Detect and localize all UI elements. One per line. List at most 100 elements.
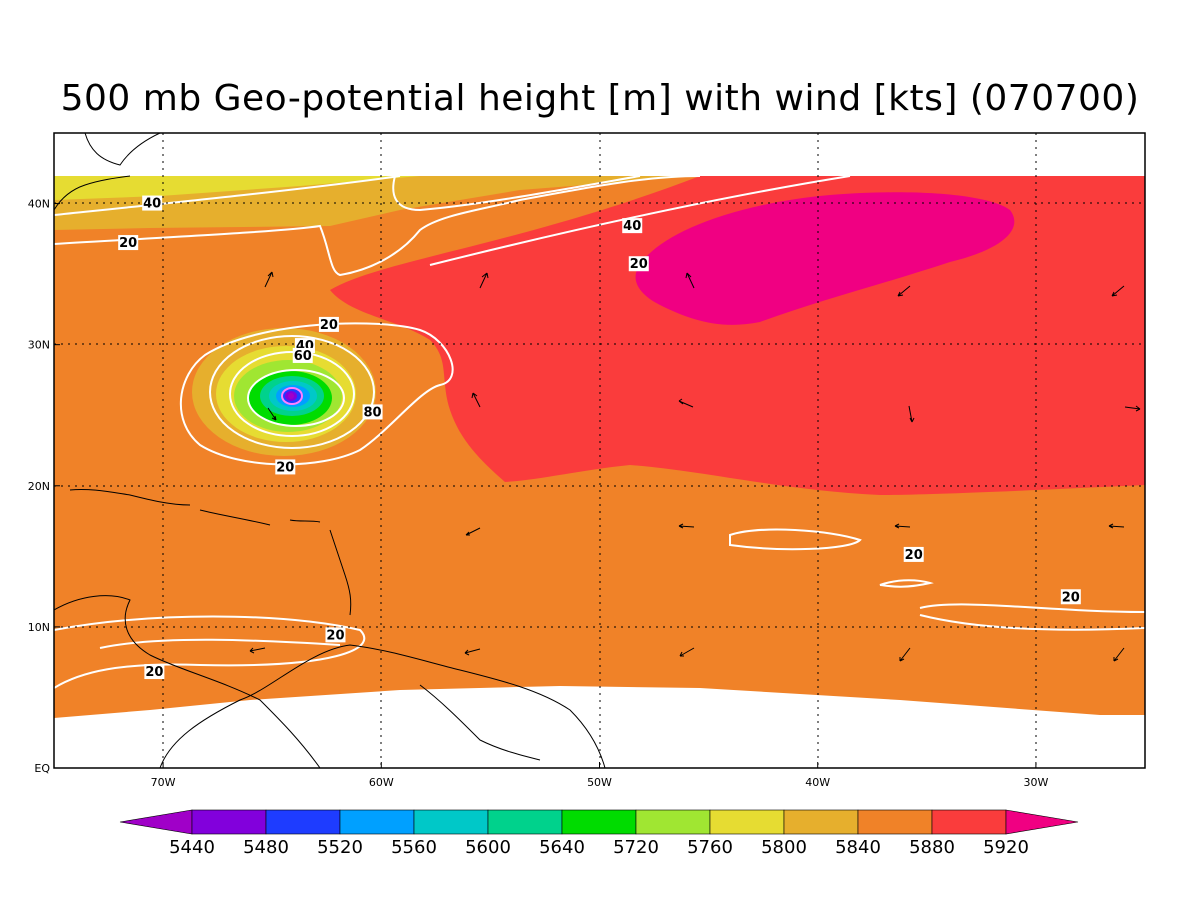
contour-label: 20: [1060, 589, 1081, 605]
colorbar-label: 5800: [761, 837, 807, 858]
colorbar-swatch: [561, 809, 637, 835]
height-band-5760: [54, 176, 420, 200]
colorbar-label: 5840: [835, 837, 881, 858]
wind-arrow: [465, 527, 481, 536]
colorbar-swatch: [709, 809, 785, 835]
coastline-north-america: [54, 133, 161, 211]
contour-label-text: 20: [145, 665, 163, 680]
contour-label-text: 20: [1062, 590, 1080, 605]
colorbar-label: 5520: [317, 837, 363, 858]
contour-label: 20: [144, 664, 165, 680]
colorbar-swatch: [857, 809, 933, 835]
wind-contour-core: [281, 387, 303, 405]
contour-label-bg: [1060, 589, 1081, 605]
contour-label: 20: [325, 627, 346, 643]
wind-arrow: [249, 647, 266, 654]
coastline-south-america: [159, 644, 606, 768]
wind-contour-20-northwest: [54, 175, 701, 277]
colorbar-label: 5440: [169, 837, 215, 858]
contour-label: 60: [292, 347, 313, 364]
wind-contour-20-east: [729, 528, 862, 551]
wind-contour-20-far-east: [919, 603, 1145, 631]
colorbar-min-triangle: [119, 809, 193, 835]
contour-label-bg: [318, 316, 339, 332]
colorbar-max-triangle: [1005, 809, 1079, 835]
lon-label: 40W: [805, 776, 830, 789]
coastline-central-america: [54, 595, 321, 768]
wind-arrow: [479, 272, 489, 289]
wind-arrow: [264, 271, 274, 288]
lat-label: 10N: [28, 621, 50, 634]
colorbar-label: 5920: [983, 837, 1029, 858]
colorbar-label: 5760: [687, 837, 733, 858]
wind-arrow: [908, 405, 915, 423]
colorbar: 5440 5480 5520 5560 5600 5640 5720 5760 5800 5840…: [119, 809, 1079, 858]
contour-label-text: 20: [276, 460, 294, 475]
wind-vectors: [249, 271, 1141, 662]
lon-label: 70W: [151, 776, 176, 789]
wind-arrow: [894, 523, 911, 529]
wind-contour-20-south: [99, 638, 341, 649]
colorbar-swatch: [487, 809, 563, 835]
contour-label-bg: [275, 459, 296, 475]
wind-arrow: [1124, 405, 1141, 412]
contour-label-bg: [622, 218, 643, 234]
contour-label-text: 20: [320, 318, 338, 333]
wind-contours: [54, 175, 1145, 689]
colorbar-label: 5720: [613, 837, 659, 858]
contour-label: 80: [362, 404, 383, 420]
contour-label-bg: [903, 546, 924, 562]
contour-label-bg: [292, 347, 313, 363]
colorbar-swatch: [265, 809, 341, 835]
wind-arrow: [899, 647, 911, 662]
contour-label-text: 80: [364, 405, 382, 420]
contour-label-text: 60: [294, 349, 312, 364]
colorbar-swatch: [931, 809, 1007, 835]
contour-label: 20: [118, 235, 139, 251]
coastline-lesser-antilles: [329, 529, 352, 616]
contour-label: 40: [142, 195, 163, 212]
wind-arrow: [685, 272, 695, 289]
contour-label-bg: [118, 235, 139, 251]
wind-contour-40-mid: [392, 175, 641, 212]
colorbar-swatch: [339, 809, 415, 835]
lat-label: 40N: [28, 198, 50, 211]
lat-label: 20N: [28, 480, 50, 493]
colorbar-label: 5560: [391, 837, 437, 858]
contour-label-text: 40: [143, 197, 161, 212]
wind-arrow: [679, 647, 695, 657]
wind-arrow: [1111, 285, 1125, 297]
contour-label-bg: [325, 627, 346, 643]
colorbar-swatch: [783, 809, 859, 835]
longitude-labels: 70W 60W 50W 40W 30W: [151, 762, 1048, 789]
wind-contour-60-ring: [229, 351, 355, 437]
hurricane-band-5440: [288, 393, 294, 399]
wind-contour-80-ring: [247, 369, 345, 427]
colorbar-label: 5880: [909, 837, 955, 858]
contour-label-bg: [142, 195, 163, 211]
height-band-5920: [635, 192, 1015, 325]
graticule: [54, 133, 1145, 768]
wind-contour-20-southeast: [879, 579, 934, 588]
wind-arrow: [897, 285, 911, 297]
lon-label: 30W: [1023, 776, 1048, 789]
contour-label-text: 20: [630, 257, 648, 272]
wind-arrow: [1113, 647, 1125, 662]
coastline-guiana: [419, 684, 541, 761]
lat-label: 30N: [28, 339, 50, 352]
colorbar-label: 5480: [243, 837, 289, 858]
wind-arrow: [1108, 523, 1125, 529]
lon-label: 60W: [369, 776, 394, 789]
wind-arrow: [464, 648, 481, 656]
colorbar-swatch: [191, 809, 267, 835]
wind-contour-40-ring: [209, 335, 375, 449]
contour-label: 20: [903, 546, 924, 563]
lat-label: EQ: [34, 762, 50, 775]
wind-contour-40-north: [54, 175, 401, 216]
colorbar-label: 5640: [539, 837, 585, 858]
wind-contour-20-ring: [179, 322, 454, 466]
contour-label-text: 20: [905, 548, 923, 563]
contour-label-bg: [362, 404, 383, 420]
